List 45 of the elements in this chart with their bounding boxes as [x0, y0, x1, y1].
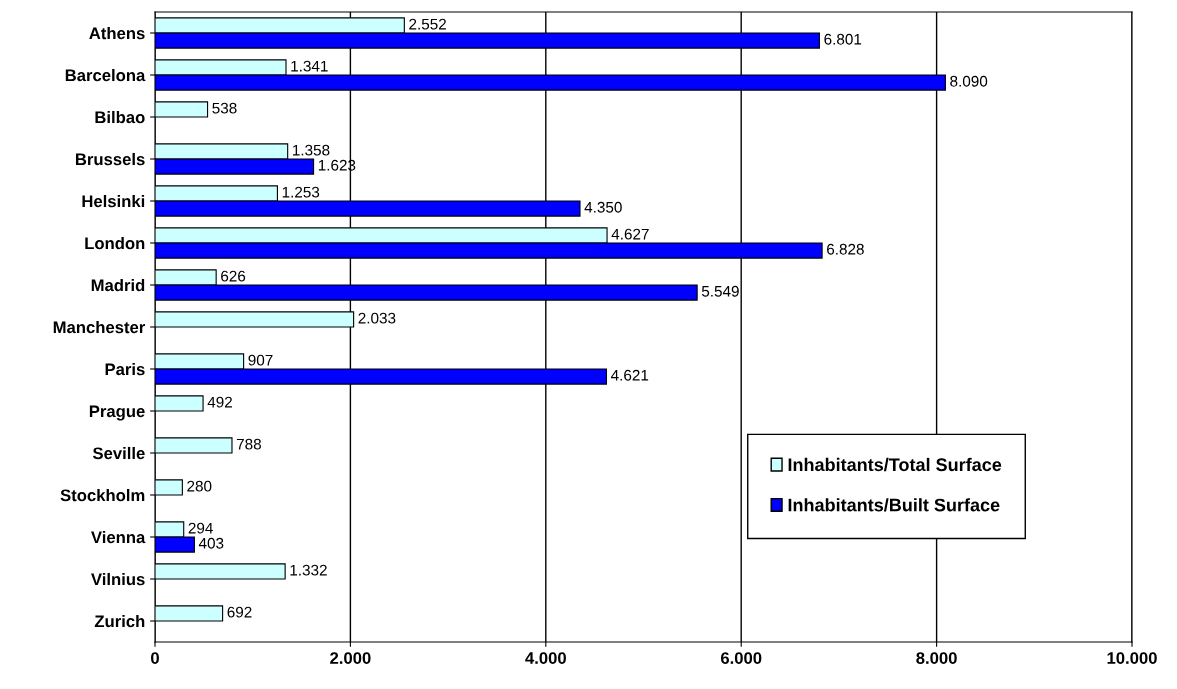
x-tick-label: 2.000 — [330, 652, 371, 664]
y-tick-label: Paris — [105, 362, 145, 376]
y-tick-label: Bilbao — [95, 110, 145, 124]
legend-label: Inhabitants/Total Surface — [788, 457, 1002, 472]
data-label: 403 — [198, 537, 224, 549]
data-label: 4.350 — [584, 201, 622, 213]
data-label: 1.332 — [290, 564, 327, 576]
data-label: 6.801 — [824, 33, 862, 45]
data-label: 626 — [221, 270, 246, 282]
y-tick-label: Seville — [92, 446, 145, 460]
data-label: 788 — [236, 438, 261, 450]
y-tick-label: Vilnius — [91, 572, 145, 586]
y-tick-label: Helsinki — [82, 194, 145, 208]
x-tick-label: 10.000 — [1107, 652, 1157, 664]
y-tick-label: Barcelona — [65, 68, 146, 82]
data-label: 4.627 — [611, 228, 649, 240]
legend-label: Inhabitants/Built Surface — [788, 498, 1000, 512]
data-label: 1.341 — [291, 60, 328, 72]
y-tick-label: Stockholm — [60, 488, 145, 502]
data-label: 692 — [227, 606, 252, 618]
y-tick-label: Zurich — [94, 614, 145, 628]
x-tick-label: 4.000 — [525, 652, 566, 664]
data-label: 2.033 — [358, 312, 396, 324]
y-tick-label: Manchester — [53, 320, 146, 334]
x-tick-label: 0 — [151, 652, 159, 664]
y-tick-label: Prague — [89, 405, 145, 421]
data-label: 4.621 — [610, 369, 649, 381]
data-label: 6.828 — [827, 243, 864, 255]
y-tick-label: London — [85, 236, 145, 250]
data-label: 280 — [187, 480, 212, 492]
data-label: 1.358 — [293, 144, 330, 156]
data-label: 1.253 — [282, 186, 320, 198]
data-label: 5.549 — [701, 285, 739, 297]
data-label: 538 — [212, 102, 237, 114]
y-tick-label: Athens — [89, 26, 145, 40]
y-tick-label: Brussels — [75, 152, 145, 166]
data-label: 907 — [248, 354, 273, 366]
y-tick-label: Madrid — [91, 278, 145, 292]
x-tick-label: 8.000 — [916, 652, 957, 664]
y-tick-label: Vienna — [91, 530, 146, 544]
x-tick-label: 6.000 — [720, 652, 762, 664]
data-label: 492 — [207, 396, 232, 408]
data-label: 294 — [188, 522, 213, 534]
data-label: 2.552 — [409, 18, 446, 30]
data-label: 8.090 — [950, 75, 988, 87]
